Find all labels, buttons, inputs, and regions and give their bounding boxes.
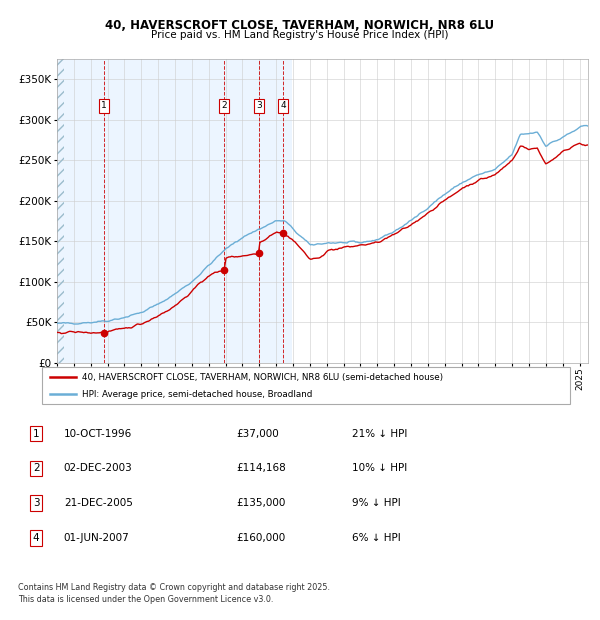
Text: 40, HAVERSCROFT CLOSE, TAVERHAM, NORWICH, NR8 6LU (semi-detached house): 40, HAVERSCROFT CLOSE, TAVERHAM, NORWICH… [82,373,443,381]
Text: £114,168: £114,168 [236,463,286,474]
Text: 9% ↓ HPI: 9% ↓ HPI [352,498,401,508]
Bar [57,59,64,363]
Text: 40, HAVERSCROFT CLOSE, TAVERHAM, NORWICH, NR8 6LU: 40, HAVERSCROFT CLOSE, TAVERHAM, NORWICH… [106,19,494,32]
Text: This data is licensed under the Open Government Licence v3.0.: This data is licensed under the Open Gov… [18,595,274,604]
Text: 4: 4 [280,102,286,110]
Text: 1: 1 [33,428,40,438]
Text: 3: 3 [33,498,40,508]
Text: 2: 2 [33,463,40,474]
Text: HPI: Average price, semi-detached house, Broadland: HPI: Average price, semi-detached house,… [82,390,312,399]
Text: 2: 2 [221,102,227,110]
Text: £37,000: £37,000 [236,428,280,438]
Text: 4: 4 [33,533,40,543]
Text: 6% ↓ HPI: 6% ↓ HPI [352,533,401,543]
Text: 21-DEC-2005: 21-DEC-2005 [64,498,133,508]
Text: £135,000: £135,000 [236,498,286,508]
Text: Contains HM Land Registry data © Crown copyright and database right 2025.: Contains HM Land Registry data © Crown c… [18,583,330,592]
Text: 21% ↓ HPI: 21% ↓ HPI [352,428,407,438]
Text: Price paid vs. HM Land Registry's House Price Index (HPI): Price paid vs. HM Land Registry's House … [151,30,449,40]
Text: 02-DEC-2003: 02-DEC-2003 [64,463,133,474]
Bar [57,59,292,363]
Text: 10% ↓ HPI: 10% ↓ HPI [352,463,407,474]
Text: 1: 1 [101,102,107,110]
FancyBboxPatch shape [42,367,570,404]
Text: 01-JUN-2007: 01-JUN-2007 [64,533,130,543]
Text: £160,000: £160,000 [236,533,286,543]
Text: 3: 3 [256,102,262,110]
Text: 10-OCT-1996: 10-OCT-1996 [64,428,132,438]
